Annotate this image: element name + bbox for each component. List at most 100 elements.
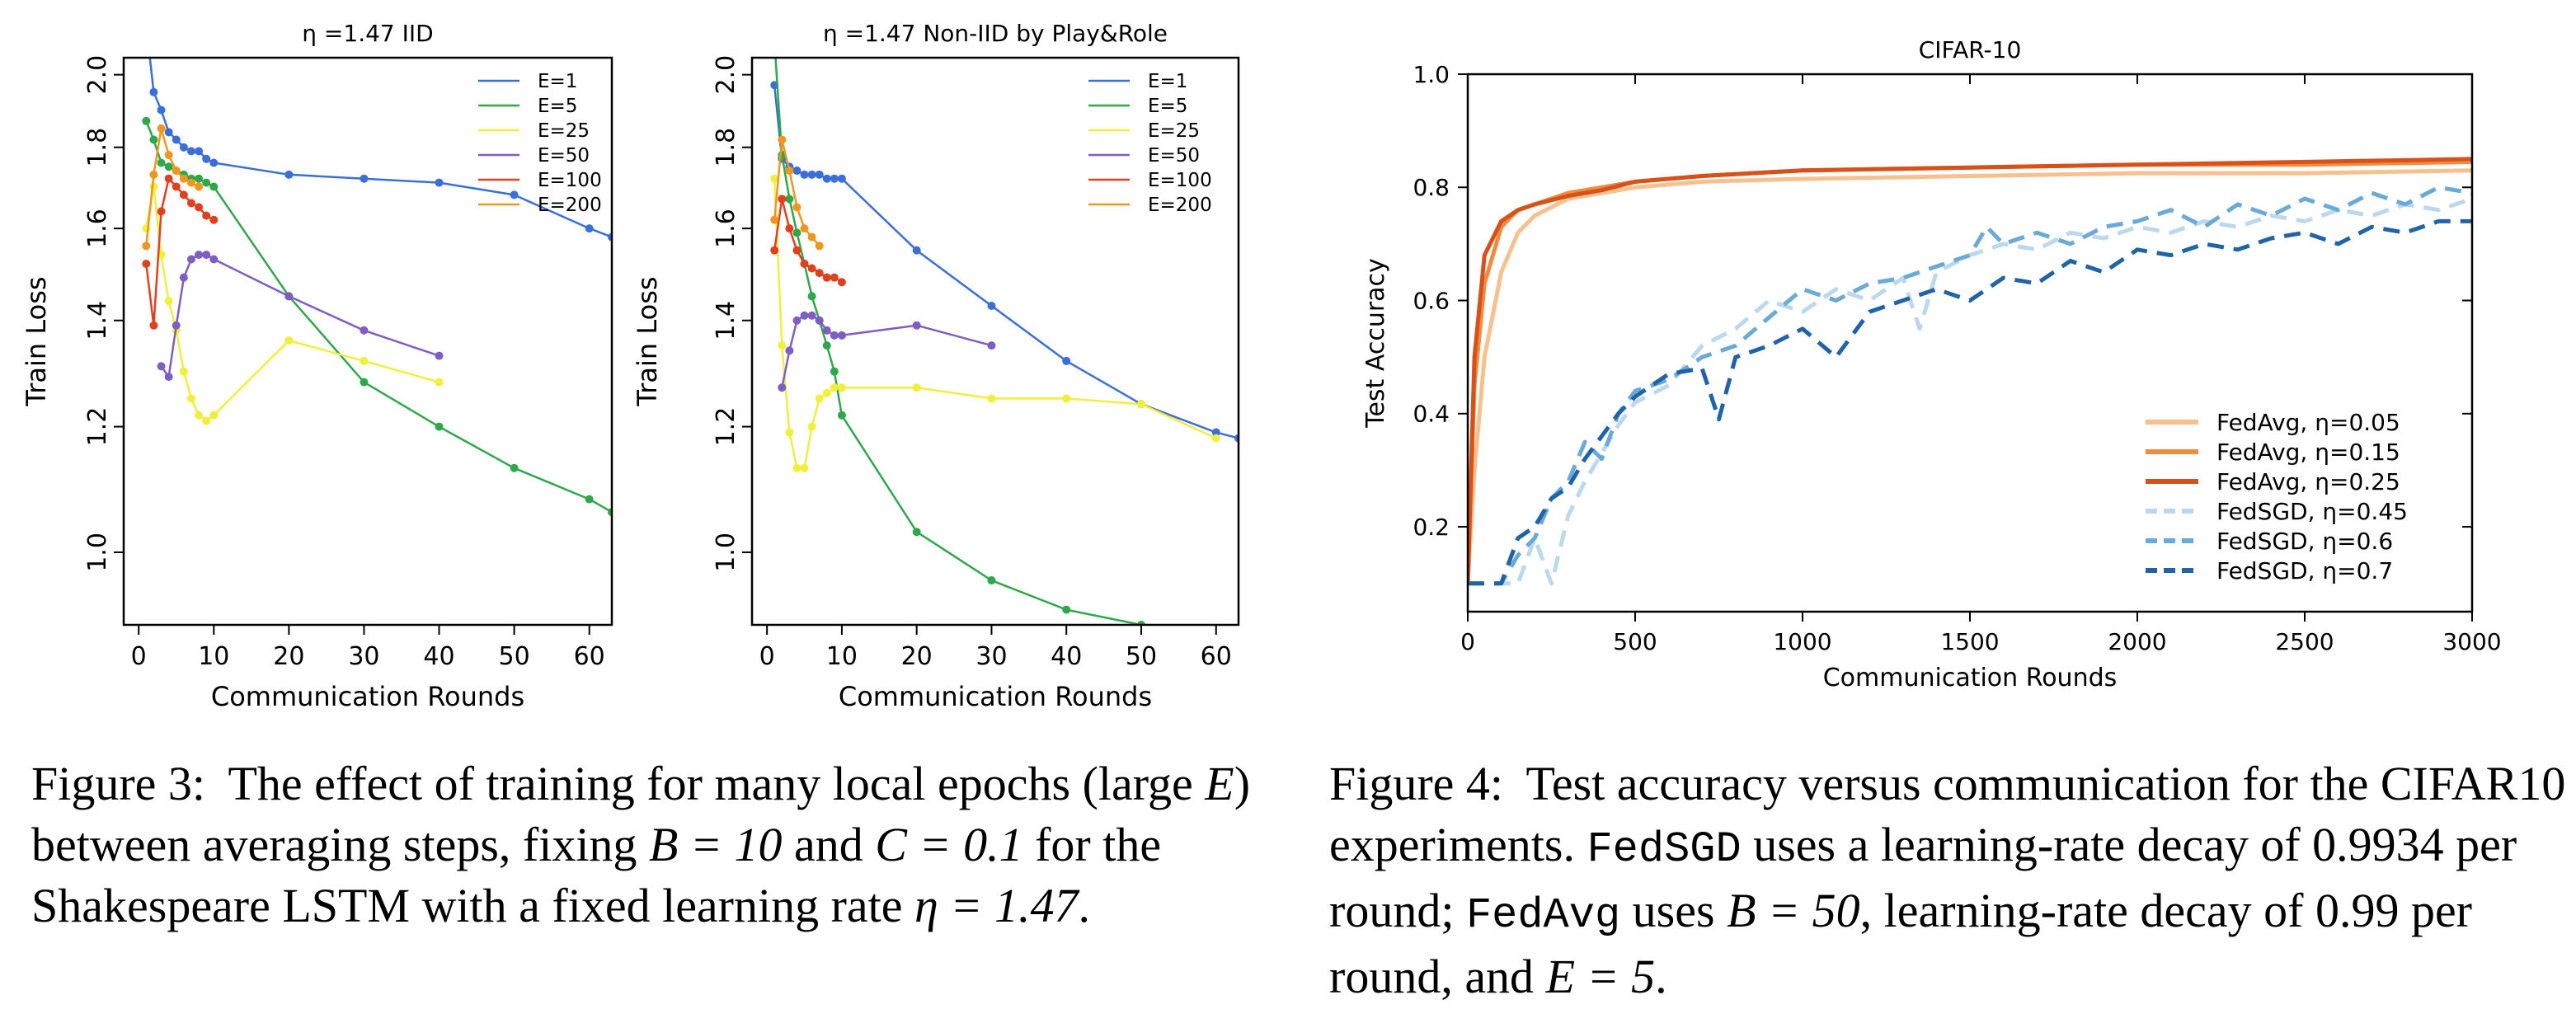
data-point <box>179 367 188 376</box>
x-tick-label: 1000 <box>1773 628 1831 655</box>
data-point <box>164 297 173 306</box>
data-point <box>785 346 794 355</box>
y-axis-label: Train Loss <box>632 276 663 406</box>
data-point <box>770 174 779 183</box>
data-point <box>149 87 158 96</box>
chart-cifar: CIFAR-10 0 500 1000 1500 2000 2500 3000 0.2 0.4 0.… <box>1361 36 2502 692</box>
data-point <box>172 321 181 330</box>
series-line <box>160 253 440 378</box>
figure-3-caption-label: Figure 3: <box>31 757 206 810</box>
x-axis-label: Communication Rounds <box>839 681 1152 712</box>
data-point <box>179 190 188 199</box>
figure-3-caption: Figure 3: The effect of training for man… <box>31 753 1252 936</box>
data-point <box>360 378 369 387</box>
figure-3-caption-text1: The effect of training for many local ep… <box>217 757 1206 810</box>
data-point <box>142 242 151 251</box>
series-line <box>1468 157 2472 584</box>
data-point <box>209 255 219 264</box>
figure-3-caption-text5: . <box>1078 879 1090 932</box>
figure-3-caption-eta: η = 1.47 <box>914 879 1079 932</box>
data-point <box>186 394 195 403</box>
data-point <box>172 182 181 191</box>
chart-iid: η =1.47 IID 0 10 20 30 40 50 60 1.0 1.2 1.4 1.6 1.8 2… <box>21 20 613 712</box>
data-point <box>172 167 181 176</box>
y-tick-label: 1.4 <box>712 301 740 340</box>
y-tick-label: 1.8 <box>712 128 740 167</box>
series-line <box>773 178 1217 470</box>
plot-frame <box>122 56 613 627</box>
x-tick-label: 20 <box>273 642 304 671</box>
data-point <box>195 411 204 420</box>
data-point <box>1062 356 1071 365</box>
figure-4-caption-label: Figure 4: <box>1329 757 1504 810</box>
data-point <box>195 147 204 156</box>
data-point <box>785 428 794 437</box>
data-point <box>284 292 294 301</box>
data-point <box>778 341 787 350</box>
data-point <box>209 158 219 167</box>
figure-4-caption-fedsgd: FedSGD <box>1586 825 1742 874</box>
data-point <box>195 251 204 260</box>
figure-3-caption-text3: and <box>782 818 876 871</box>
data-point <box>912 246 921 255</box>
legend-entry: E=200 <box>538 195 602 216</box>
y-tick-label: 1.2 <box>83 407 112 447</box>
y-tick-label: 1.6 <box>83 209 112 248</box>
data-point <box>792 228 801 237</box>
x-tick-label: 40 <box>423 642 454 671</box>
data-point <box>209 411 219 420</box>
series-group <box>1468 157 2472 586</box>
data-point <box>987 302 996 311</box>
data-point <box>807 170 816 179</box>
plot-frame <box>750 56 1240 627</box>
data-point <box>164 174 173 183</box>
series-line <box>774 58 1142 625</box>
data-point <box>822 174 831 183</box>
data-point <box>837 278 846 287</box>
data-point <box>172 135 181 144</box>
x-tick-label: 60 <box>1201 642 1232 671</box>
figure-4-caption-text1: Test accuracy versus communication for t… <box>1329 757 2566 871</box>
y-tick-label: 1.8 <box>83 128 112 167</box>
y-tick-label: 1.0 <box>1413 61 1450 88</box>
data-point <box>785 195 794 204</box>
data-point <box>1137 400 1145 409</box>
series-line <box>145 177 214 326</box>
figure-3-caption-C: C = 0.1 <box>875 818 1023 871</box>
figure-4-caption-text5: . <box>1655 950 1667 1003</box>
series-group <box>770 58 1239 625</box>
legend-entry: E=1 <box>1148 71 1187 92</box>
plot-frame <box>1466 73 2474 613</box>
data-point <box>202 154 211 163</box>
data-point <box>830 331 839 340</box>
data-point <box>987 341 996 350</box>
data-point <box>157 106 166 115</box>
x-tick-label: 30 <box>348 642 379 671</box>
y-tick-label: 0.6 <box>1413 287 1450 314</box>
data-point <box>912 383 921 392</box>
data-point <box>792 203 801 212</box>
legend-entry: E=5 <box>1148 96 1187 117</box>
data-point <box>510 463 519 472</box>
series-line <box>145 120 612 514</box>
data-point <box>209 182 219 191</box>
figure-3-caption-text2: ) between averaging steps, fixing <box>31 757 1251 871</box>
figure-4-caption-text3: uses <box>1620 884 1728 937</box>
legend-entry: E=50 <box>1148 145 1200 167</box>
series-line <box>148 58 612 238</box>
x-tick-label: 0 <box>131 642 147 671</box>
legend-entry: FedSGD, η=0.45 <box>2216 498 2408 525</box>
data-point <box>800 224 809 233</box>
figure-3-caption-E: E <box>1205 757 1234 810</box>
data-point <box>360 326 369 335</box>
data-point <box>807 422 816 431</box>
data-point <box>195 182 204 191</box>
y-tick-label: 0.4 <box>1413 401 1450 428</box>
data-point <box>195 174 204 183</box>
data-point <box>284 336 294 345</box>
data-point <box>149 170 158 179</box>
y-tick-label: 1.4 <box>83 301 112 340</box>
series-line <box>781 314 992 388</box>
legend-entry: E=50 <box>538 145 590 167</box>
data-point <box>778 135 787 144</box>
